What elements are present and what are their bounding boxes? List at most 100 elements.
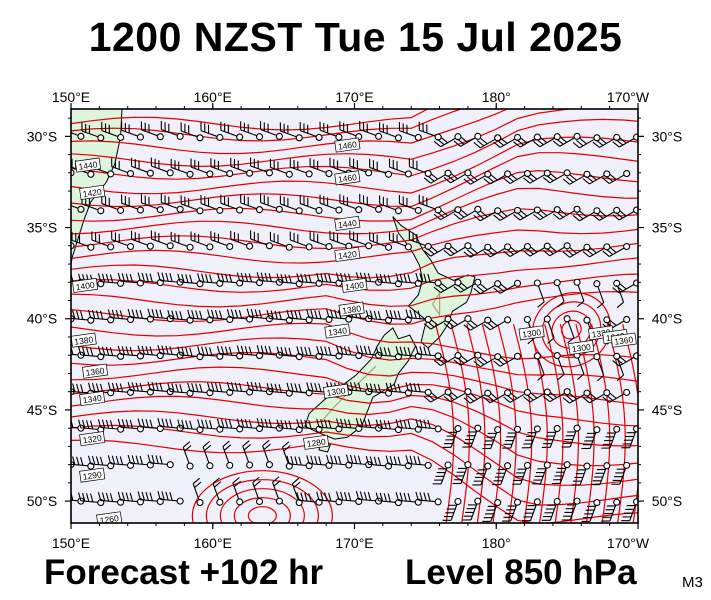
barb-staff	[219, 280, 237, 284]
barb-feather	[264, 272, 268, 282]
height-contour	[71, 136, 638, 195]
barb-feather	[579, 210, 587, 218]
barb-feather	[270, 310, 274, 319]
barb-feather	[566, 395, 574, 402]
barb-feather	[423, 250, 432, 257]
barb-feather	[246, 308, 251, 318]
barb-feather	[232, 477, 240, 484]
barb-feather	[61, 456, 63, 464]
barb-feather	[76, 456, 80, 466]
barb-station	[474, 278, 482, 286]
barb-station	[107, 170, 115, 178]
wind-barb	[91, 231, 115, 251]
barb-station	[424, 461, 432, 469]
barb-feather	[169, 346, 173, 355]
contour-height-label: 1400	[341, 277, 368, 293]
barb-feather	[171, 383, 175, 392]
wind-barb	[222, 440, 234, 469]
barb-feather	[320, 346, 324, 355]
barb-staff	[310, 239, 327, 247]
barb-staff	[499, 211, 516, 221]
barb-feather	[343, 273, 348, 282]
barb-staff	[170, 317, 188, 321]
barb-feather	[85, 420, 90, 429]
barb-feather	[117, 491, 122, 501]
barb-station	[573, 278, 581, 286]
barb-feather	[149, 492, 153, 501]
lon-label-top: 170°W	[607, 89, 650, 105]
contour-height-label: 1380	[71, 332, 97, 348]
barb-feather	[500, 137, 508, 144]
barb-staff	[242, 446, 250, 463]
barb-staff	[579, 211, 595, 222]
barb-staff	[71, 390, 88, 394]
contour-label-text: 1300	[571, 342, 591, 355]
barb-feather	[139, 310, 143, 319]
barb-feather	[214, 382, 219, 392]
barb-feather	[189, 420, 193, 430]
barb-feather	[369, 456, 374, 465]
barb-staff	[569, 394, 585, 404]
barb-feather	[423, 396, 432, 403]
barb-feather	[149, 273, 153, 283]
barb-feather	[480, 210, 488, 218]
barb-feather	[314, 382, 318, 392]
wind-barb	[177, 273, 204, 288]
barb-feather	[125, 419, 130, 428]
barb-feather	[145, 492, 149, 501]
barb-staff	[80, 354, 98, 357]
barb-feather	[230, 309, 235, 318]
barb-station	[166, 461, 174, 469]
wind-barb	[269, 231, 293, 251]
barb-feather	[80, 311, 84, 320]
barb-station	[176, 205, 184, 213]
barb-staff	[609, 504, 617, 522]
barb-station	[563, 242, 571, 250]
wind-barb	[433, 133, 462, 148]
barb-feather	[619, 283, 627, 290]
barb-station	[255, 206, 264, 214]
barb-feather	[345, 454, 350, 464]
wind-barb	[453, 351, 482, 366]
barb-feather	[612, 214, 620, 221]
contour-label-text: 1440	[337, 218, 357, 231]
barb-feather	[149, 346, 153, 356]
barb-feather	[137, 345, 141, 354]
barb-feather	[207, 309, 211, 318]
barb-feather	[359, 418, 364, 427]
barb-station	[434, 498, 442, 506]
barb-feather	[403, 273, 407, 283]
wind-barb	[137, 272, 164, 287]
barb-feather	[284, 347, 288, 356]
wind-barb	[232, 477, 244, 506]
wind-barb	[415, 345, 442, 360]
wind-barb	[289, 158, 313, 178]
wind-barb	[463, 316, 492, 331]
barb-staff	[80, 500, 98, 503]
contour-label-text: 1260	[99, 513, 119, 526]
barb-feather	[210, 382, 215, 392]
barb-staff	[190, 239, 208, 247]
forecast-hour-label: Forecast +102 hr	[44, 553, 324, 592]
barb-station	[623, 388, 631, 396]
barb-staff	[222, 446, 230, 463]
barb-feather	[300, 346, 304, 356]
barb-station	[633, 498, 638, 506]
barb-feather	[365, 455, 370, 465]
barb-feather	[135, 309, 139, 319]
barb-feather	[542, 395, 551, 403]
barb-staff	[170, 390, 188, 394]
barb-staff	[300, 203, 317, 210]
wind-barb	[483, 316, 512, 331]
barb-station	[196, 134, 204, 142]
barb-feather	[185, 274, 189, 283]
barb-feather	[343, 492, 348, 501]
wind-barb	[339, 194, 363, 214]
wind-barb	[503, 388, 531, 403]
barb-feather	[280, 273, 284, 283]
barb-staff	[100, 499, 118, 503]
barb-staff	[460, 467, 468, 484]
barb-feather	[258, 382, 263, 392]
wind-barb	[562, 389, 591, 404]
barb-staff	[150, 316, 168, 320]
